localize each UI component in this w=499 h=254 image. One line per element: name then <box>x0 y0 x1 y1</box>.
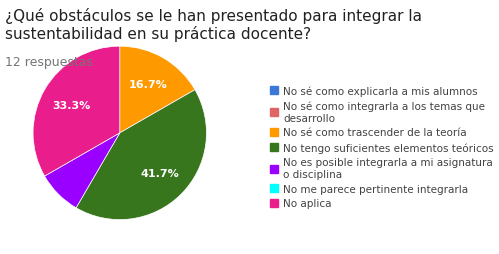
Wedge shape <box>76 90 207 220</box>
Text: 33.3%: 33.3% <box>52 100 90 110</box>
Wedge shape <box>44 133 120 208</box>
Wedge shape <box>33 47 120 176</box>
Text: 41.7%: 41.7% <box>140 168 179 178</box>
Wedge shape <box>120 47 195 133</box>
Text: 12 respuestas: 12 respuestas <box>5 56 93 69</box>
Text: ¿Qué obstáculos se le han presentado para integrar la sustentabilidad en su prác: ¿Qué obstáculos se le han presentado par… <box>5 8 422 42</box>
Text: 16.7%: 16.7% <box>129 80 167 90</box>
Legend: No sé como explicarla a mis alumnos, No sé como integrarla a los temas que
desar: No sé como explicarla a mis alumnos, No … <box>269 86 494 209</box>
